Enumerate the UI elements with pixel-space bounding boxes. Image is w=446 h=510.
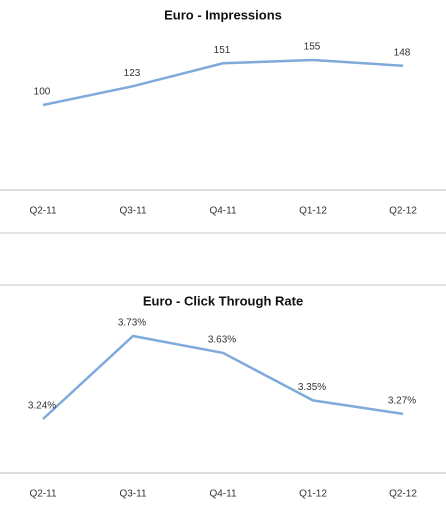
data-label: 151 [214,45,231,56]
data-label: 155 [304,42,321,53]
data-line [42,58,404,107]
data-label: 100 [34,87,51,98]
data-line [42,334,404,420]
data-label: 3.63% [208,335,236,346]
x-tick-label: Q1-12 [299,489,327,500]
x-tick-label: Q4-11 [209,206,236,217]
x-tick-label: Q1-12 [299,206,327,217]
chart-title: Euro - Impressions [164,7,282,22]
x-tick-label: Q2-12 [389,206,417,217]
chart-title: Euro - Click Through Rate [143,293,303,308]
x-tick-label: Q3-11 [119,206,146,217]
data-label: 3.35% [298,382,326,393]
x-tick-label: Q2-12 [389,489,417,500]
data-label: 3.24% [28,401,56,412]
data-label: 148 [394,47,411,58]
x-tick-label: Q3-11 [119,489,146,500]
x-tick-label: Q4-11 [209,489,236,500]
x-tick-label: Q2-11 [29,489,56,500]
data-label: 3.73% [118,318,146,329]
x-tick-label: Q2-11 [29,206,56,217]
data-label: 3.27% [388,396,416,407]
data-label: 123 [124,68,141,79]
